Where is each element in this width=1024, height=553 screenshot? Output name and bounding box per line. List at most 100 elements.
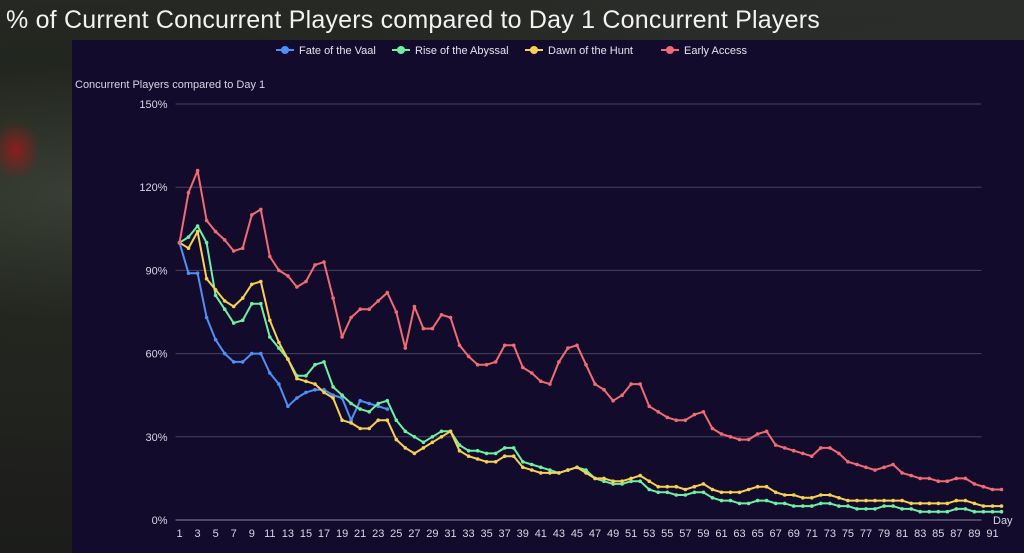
- data-point: [304, 379, 308, 384]
- data-point: [873, 507, 877, 511]
- data-point: [430, 326, 435, 331]
- legend-swatch-marker[interactable]: [281, 46, 289, 54]
- data-point: [457, 448, 462, 453]
- data-point: [891, 498, 895, 503]
- data-point: [584, 362, 588, 367]
- y-tick-label: 30%: [145, 432, 167, 444]
- data-point: [900, 498, 904, 503]
- data-point: [819, 501, 823, 506]
- data-point: [331, 396, 335, 400]
- x-tick-label: 11: [264, 528, 275, 540]
- x-tick-label: 73: [824, 528, 836, 540]
- data-point: [421, 440, 426, 445]
- x-tick-label: 53: [643, 528, 655, 540]
- data-point: [846, 504, 850, 508]
- data-point: [674, 418, 679, 423]
- data-point: [972, 482, 977, 486]
- data-point: [213, 229, 218, 234]
- data-point: [819, 493, 823, 497]
- legend-swatch-marker[interactable]: [397, 46, 405, 54]
- data-point: [231, 249, 236, 253]
- x-tick-label: 59: [697, 528, 709, 540]
- data-point: [801, 451, 805, 456]
- data-point: [268, 371, 272, 375]
- x-tick-label: 33: [462, 528, 474, 540]
- data-point: [629, 476, 633, 481]
- data-point: [846, 460, 850, 464]
- data-point: [620, 393, 624, 398]
- x-tick-label: 21: [354, 528, 366, 540]
- y-tick-label: 0%: [152, 515, 168, 527]
- x-tick-label: 31: [444, 528, 456, 540]
- data-point: [909, 473, 913, 478]
- data-point: [548, 382, 552, 386]
- data-point: [620, 482, 624, 486]
- data-point: [493, 451, 498, 456]
- x-tick-label: 67: [770, 528, 782, 540]
- data-point: [304, 390, 308, 395]
- data-point: [936, 509, 941, 514]
- x-tick-label: 3: [195, 528, 201, 540]
- data-point: [791, 504, 796, 508]
- data-point: [367, 307, 372, 312]
- data-point: [521, 460, 525, 464]
- data-point: [575, 465, 579, 470]
- data-point: [954, 507, 959, 511]
- data-point: [602, 479, 606, 484]
- legend-swatch-marker[interactable]: [666, 46, 674, 54]
- data-point: [954, 476, 959, 481]
- data-point: [403, 429, 408, 434]
- x-tick-label: 51: [625, 528, 637, 540]
- data-point: [665, 415, 670, 420]
- data-point: [728, 435, 733, 439]
- data-point: [358, 407, 363, 411]
- x-tick-label: 41: [535, 528, 547, 540]
- data-point: [259, 207, 263, 212]
- data-point: [304, 374, 308, 378]
- data-point: [656, 484, 660, 489]
- data-point: [421, 326, 426, 331]
- data-point: [259, 279, 263, 284]
- data-point: [810, 504, 814, 508]
- data-point: [918, 501, 922, 506]
- data-point: [692, 490, 697, 495]
- data-point: [855, 507, 859, 511]
- data-point: [864, 507, 868, 511]
- data-point: [810, 454, 814, 459]
- data-point: [484, 460, 489, 464]
- legend-label[interactable]: Early Access: [684, 45, 747, 57]
- x-tick-label: 45: [571, 528, 583, 540]
- data-point: [204, 276, 209, 281]
- x-tick-label: 47: [589, 528, 601, 540]
- data-point: [728, 490, 733, 495]
- data-point: [277, 346, 281, 350]
- x-tick-label: 69: [788, 528, 800, 540]
- data-point: [728, 498, 733, 503]
- y-tick-label: 120%: [139, 182, 167, 194]
- data-point: [186, 271, 191, 276]
- data-point: [222, 299, 227, 303]
- data-point: [710, 487, 715, 492]
- data-point: [240, 318, 245, 323]
- data-point: [177, 240, 182, 245]
- x-tick-label: 49: [607, 528, 619, 540]
- data-point: [530, 462, 534, 467]
- legend-label[interactable]: Rise of the Abyssal: [415, 45, 509, 57]
- data-point: [349, 401, 353, 406]
- data-point: [981, 509, 986, 514]
- data-point: [593, 476, 597, 481]
- data-point: [195, 271, 200, 276]
- legend-label[interactable]: Fate of the Vaal: [299, 45, 376, 57]
- x-tick-label: 37: [499, 528, 511, 540]
- data-point: [882, 465, 886, 470]
- data-point: [484, 451, 489, 456]
- x-tick-label: 71: [806, 528, 818, 540]
- data-point: [493, 460, 498, 464]
- x-tick-label: 83: [914, 528, 926, 540]
- data-point: [385, 398, 390, 403]
- data-point: [584, 468, 588, 472]
- legend-swatch-marker[interactable]: [530, 46, 538, 54]
- data-point: [909, 507, 913, 511]
- legend-label[interactable]: Dawn of the Hunt: [548, 45, 633, 57]
- data-point: [403, 446, 408, 450]
